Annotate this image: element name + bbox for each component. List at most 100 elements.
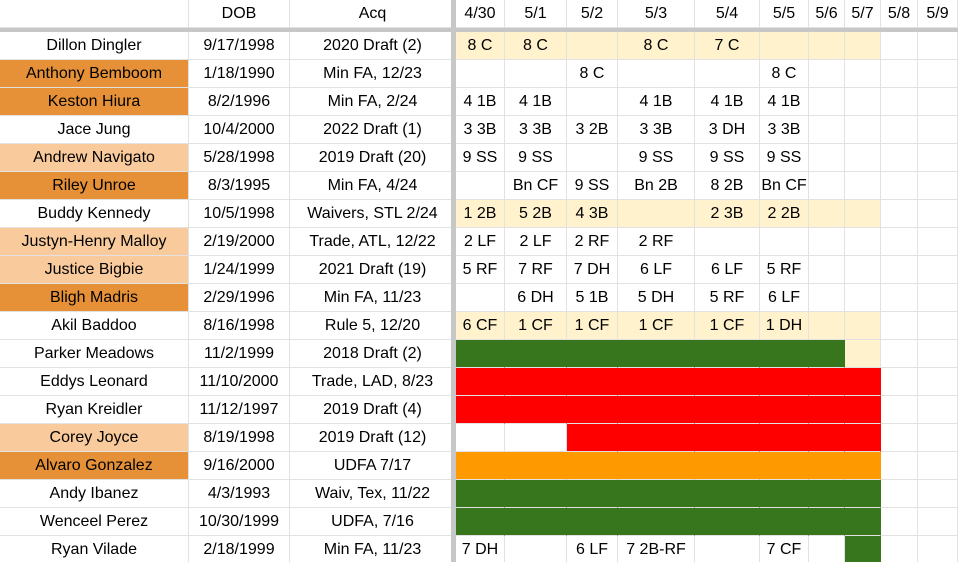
- player-name[interactable]: Bligh Madris: [0, 284, 189, 312]
- dob-cell[interactable]: 10/30/1999: [189, 508, 290, 536]
- player-name[interactable]: Andrew Navigato: [0, 144, 189, 172]
- column-header[interactable]: 5/3: [618, 0, 695, 28]
- schedule-cell[interactable]: [809, 536, 845, 562]
- schedule-cell[interactable]: [456, 340, 505, 368]
- schedule-cell[interactable]: 8 C: [760, 60, 809, 88]
- column-header[interactable]: DOB: [189, 0, 290, 28]
- dob-cell[interactable]: 2/19/2000: [189, 228, 290, 256]
- schedule-cell[interactable]: 6 LF: [760, 284, 809, 312]
- acq-cell[interactable]: Waiv, Tex, 11/22: [290, 480, 456, 508]
- schedule-cell[interactable]: [695, 508, 760, 536]
- schedule-cell[interactable]: 1 CF: [567, 312, 618, 340]
- schedule-cell[interactable]: [809, 200, 845, 228]
- schedule-cell[interactable]: Bn CF: [505, 172, 567, 200]
- schedule-cell[interactable]: [881, 340, 918, 368]
- dob-cell[interactable]: 1/18/1990: [189, 60, 290, 88]
- schedule-cell[interactable]: 6 LF: [567, 536, 618, 562]
- acq-cell[interactable]: Min FA, 12/23: [290, 60, 456, 88]
- schedule-cell[interactable]: [760, 424, 809, 452]
- schedule-cell[interactable]: [881, 144, 918, 172]
- schedule-cell[interactable]: 2 RF: [567, 228, 618, 256]
- acq-cell[interactable]: Waivers, STL 2/24: [290, 200, 456, 228]
- dob-cell[interactable]: 2/29/1996: [189, 284, 290, 312]
- player-name[interactable]: Justice Bigbie: [0, 256, 189, 284]
- schedule-cell[interactable]: 2 RF: [618, 228, 695, 256]
- player-name[interactable]: Buddy Kennedy: [0, 200, 189, 228]
- schedule-cell[interactable]: [918, 312, 958, 340]
- schedule-cell[interactable]: [918, 88, 958, 116]
- acq-cell[interactable]: UDFA 7/17: [290, 452, 456, 480]
- schedule-cell[interactable]: [845, 424, 881, 452]
- schedule-cell[interactable]: [809, 424, 845, 452]
- schedule-cell[interactable]: [845, 172, 881, 200]
- schedule-cell[interactable]: [845, 88, 881, 116]
- schedule-cell[interactable]: [845, 144, 881, 172]
- schedule-cell[interactable]: [760, 508, 809, 536]
- schedule-cell[interactable]: [567, 508, 618, 536]
- frozen-column-divider[interactable]: [451, 0, 456, 562]
- dob-cell[interactable]: 10/4/2000: [189, 116, 290, 144]
- schedule-cell[interactable]: 4 1B: [760, 88, 809, 116]
- schedule-cell[interactable]: [845, 340, 881, 368]
- schedule-cell[interactable]: [505, 508, 567, 536]
- column-header[interactable]: 5/2: [567, 0, 618, 28]
- schedule-cell[interactable]: 4 1B: [505, 88, 567, 116]
- schedule-cell[interactable]: [918, 32, 958, 60]
- player-name[interactable]: Riley Unroe: [0, 172, 189, 200]
- schedule-cell[interactable]: [567, 424, 618, 452]
- schedule-cell[interactable]: 3 3B: [760, 116, 809, 144]
- acq-cell[interactable]: Min FA, 2/24: [290, 88, 456, 116]
- schedule-cell[interactable]: 7 DH: [456, 536, 505, 562]
- dob-cell[interactable]: 5/28/1998: [189, 144, 290, 172]
- schedule-cell[interactable]: 3 DH: [695, 116, 760, 144]
- schedule-cell[interactable]: 8 C: [618, 32, 695, 60]
- schedule-cell[interactable]: [918, 368, 958, 396]
- schedule-cell[interactable]: 1 CF: [695, 312, 760, 340]
- schedule-cell[interactable]: 1 2B: [456, 200, 505, 228]
- schedule-cell[interactable]: [809, 284, 845, 312]
- column-header[interactable]: 5/1: [505, 0, 567, 28]
- column-header[interactable]: 5/6: [809, 0, 845, 28]
- schedule-cell[interactable]: [695, 60, 760, 88]
- column-header[interactable]: 5/4: [695, 0, 760, 28]
- schedule-cell[interactable]: [809, 88, 845, 116]
- schedule-cell[interactable]: 4 1B: [456, 88, 505, 116]
- schedule-cell[interactable]: [456, 424, 505, 452]
- schedule-cell[interactable]: [695, 480, 760, 508]
- schedule-cell[interactable]: [881, 452, 918, 480]
- schedule-cell[interactable]: [918, 424, 958, 452]
- schedule-cell[interactable]: [618, 368, 695, 396]
- schedule-cell[interactable]: 5 RF: [695, 284, 760, 312]
- schedule-cell[interactable]: [809, 256, 845, 284]
- schedule-cell[interactable]: [618, 60, 695, 88]
- schedule-cell[interactable]: [456, 60, 505, 88]
- acq-cell[interactable]: UDFA, 7/16: [290, 508, 456, 536]
- schedule-cell[interactable]: 3 3B: [456, 116, 505, 144]
- acq-cell[interactable]: Trade, ATL, 12/22: [290, 228, 456, 256]
- player-name[interactable]: Jace Jung: [0, 116, 189, 144]
- schedule-cell[interactable]: [760, 228, 809, 256]
- schedule-cell[interactable]: [881, 32, 918, 60]
- schedule-cell[interactable]: [881, 536, 918, 562]
- player-name[interactable]: Corey Joyce: [0, 424, 189, 452]
- schedule-cell[interactable]: 5 2B: [505, 200, 567, 228]
- schedule-cell[interactable]: 7 DH: [567, 256, 618, 284]
- schedule-cell[interactable]: Bn 2B: [618, 172, 695, 200]
- schedule-cell[interactable]: 4 1B: [618, 88, 695, 116]
- schedule-cell[interactable]: [695, 340, 760, 368]
- schedule-cell[interactable]: [567, 452, 618, 480]
- header-name[interactable]: [0, 0, 189, 28]
- schedule-cell[interactable]: 4 1B: [695, 88, 760, 116]
- acq-cell[interactable]: Trade, LAD, 8/23: [290, 368, 456, 396]
- schedule-cell[interactable]: [881, 284, 918, 312]
- dob-cell[interactable]: 8/16/1998: [189, 312, 290, 340]
- schedule-cell[interactable]: [695, 424, 760, 452]
- schedule-cell[interactable]: [567, 340, 618, 368]
- schedule-cell[interactable]: 6 DH: [505, 284, 567, 312]
- schedule-cell[interactable]: [618, 480, 695, 508]
- acq-cell[interactable]: Min FA, 4/24: [290, 172, 456, 200]
- schedule-cell[interactable]: [918, 536, 958, 562]
- schedule-cell[interactable]: [845, 312, 881, 340]
- schedule-cell[interactable]: [809, 480, 845, 508]
- schedule-cell[interactable]: 2 3B: [695, 200, 760, 228]
